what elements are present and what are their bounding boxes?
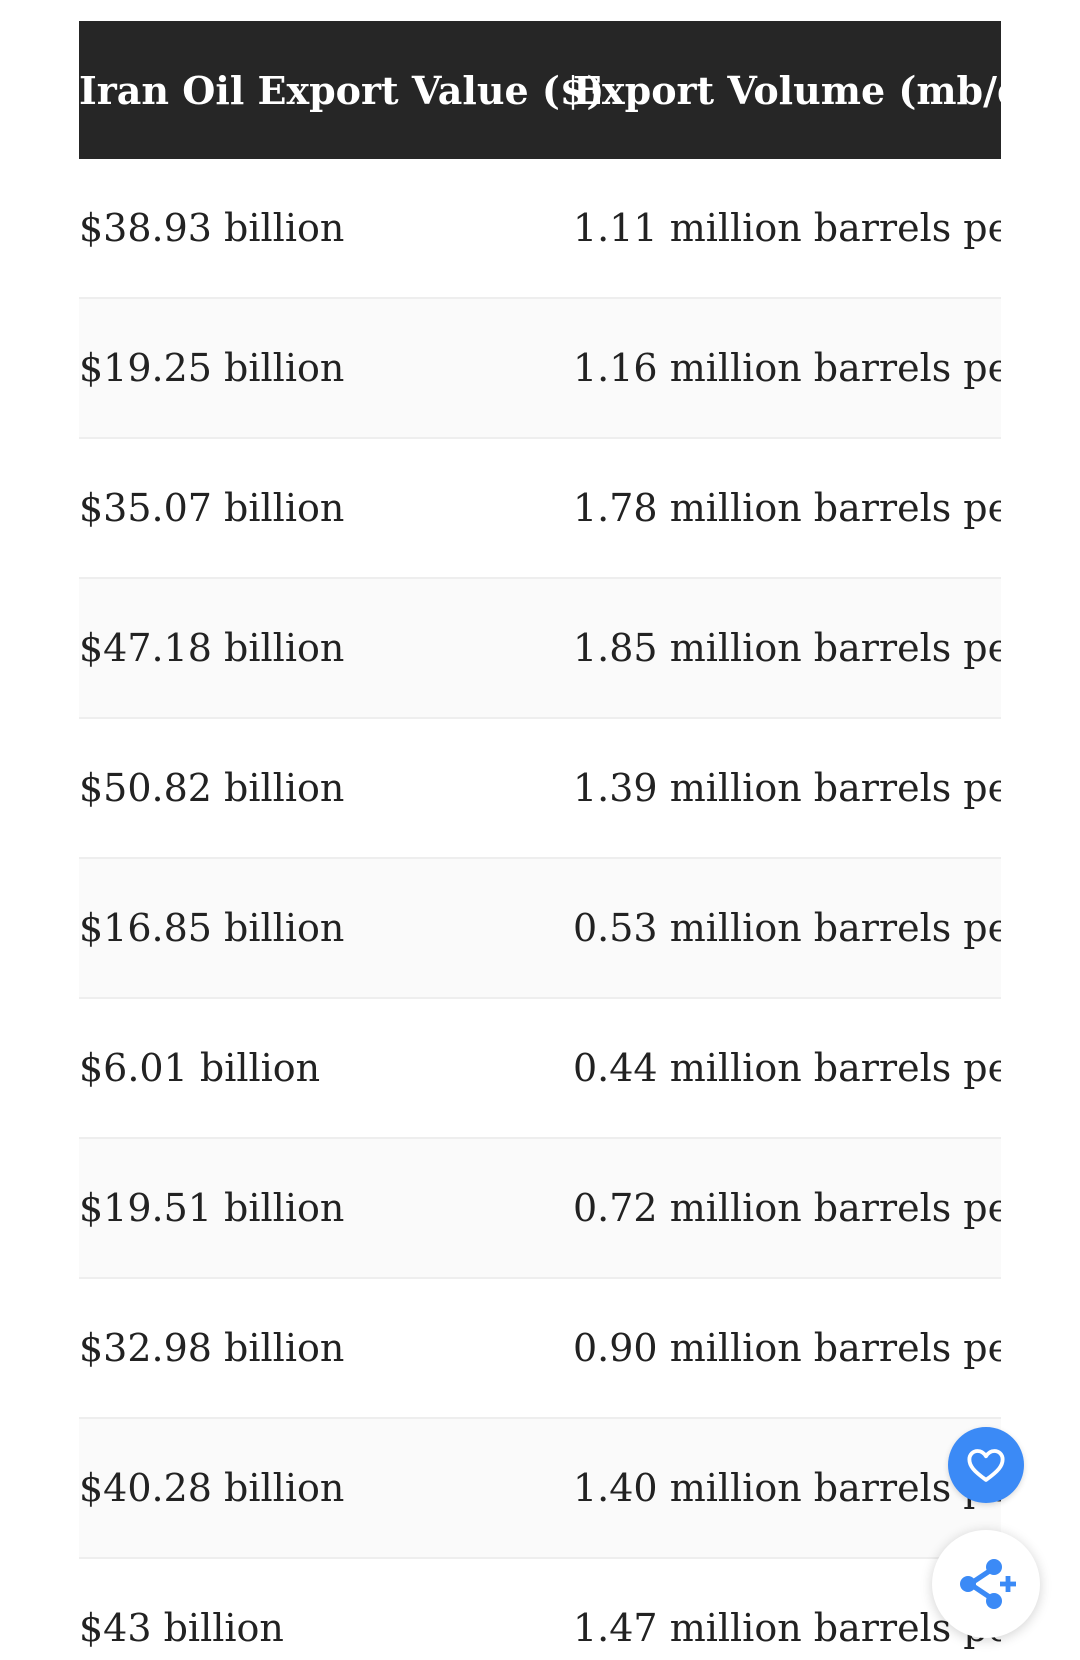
cell-export-value: $43 billion	[79, 1557, 573, 1660]
table-row: $6.01 billion 0.44 million barrels per d…	[79, 997, 1001, 1138]
cell-export-value: $38.93 billion	[79, 206, 345, 250]
cell-export-volume: 1.78 million barrels per day	[573, 437, 1001, 578]
table-header-row: Iran Oil Export Value ($) Export Volume …	[79, 21, 1001, 159]
cell-export-value: $40.28 billion	[79, 1417, 573, 1558]
header-export-value: Iran Oil Export Value ($)	[79, 21, 604, 159]
favorite-button[interactable]	[948, 1427, 1024, 1503]
table-row: $35.07 billion 1.78 million barrels per …	[79, 437, 1001, 578]
table-row: $19.25 billion 1.16 million barrels per …	[79, 297, 1001, 438]
cell-export-value: $50.82 billion	[79, 717, 573, 858]
cell-export-volume: 0.90 million barrels per day	[573, 1277, 1001, 1418]
cell-export-value: $19.51 billion	[79, 1137, 573, 1278]
cell-export-volume: 1.85 million barrels per day	[573, 577, 1001, 718]
cell-export-volume: 0.72 million barrels per day	[573, 1137, 1001, 1278]
cell-export-volume: 1.47 million barrels per day	[573, 1557, 1001, 1660]
share-plus-icon	[960, 1559, 1016, 1609]
cell-export-volume: 1.39 million barrels per day	[573, 717, 1001, 858]
cell-export-volume: 1.40 million barrels per day	[573, 1417, 1001, 1558]
cell-export-value: $6.01 billion	[79, 997, 573, 1138]
cell-export-volume: 1.11 million barrels per day	[573, 206, 1001, 250]
table-row: $16.85 billion 0.53 million barrels per …	[79, 857, 1001, 998]
cell-export-value: $16.85 billion	[79, 857, 573, 998]
cell-export-volume: 0.53 million barrels per day	[573, 857, 1001, 998]
cell-export-value: $35.07 billion	[79, 437, 573, 578]
cell-export-volume: 0.44 million barrels per day	[573, 997, 1001, 1138]
share-button[interactable]	[932, 1530, 1040, 1638]
table-row: $32.98 billion 0.90 million barrels per …	[79, 1277, 1001, 1418]
header-export-volume: Export Volume (mb/d)	[573, 21, 1001, 159]
table-row: $50.82 billion 1.39 million barrels per …	[79, 717, 1001, 858]
oil-export-table: Iran Oil Export Value ($) Export Volume …	[79, 21, 1001, 1660]
cell-export-value: $47.18 billion	[79, 577, 573, 718]
table-row: $19.51 billion 0.72 million barrels per …	[79, 1137, 1001, 1278]
table-row: $47.18 billion 1.85 million barrels per …	[79, 577, 1001, 718]
heart-icon	[967, 1449, 1005, 1482]
cell-export-value: $32.98 billion	[79, 1277, 573, 1418]
table-row: $40.28 billion 1.40 million barrels per …	[79, 1417, 1001, 1558]
oil-export-table-container: Iran Oil Export Value ($) Export Volume …	[79, 21, 1001, 1660]
cell-export-volume: 1.16 million barrels per day	[573, 297, 1001, 438]
table-row: $43 billion 1.47 million barrels per day	[79, 1557, 1001, 1660]
table-row: $38.93 billion 1.11 million barrels per …	[79, 159, 1001, 298]
cell-export-value: $19.25 billion	[79, 297, 573, 438]
